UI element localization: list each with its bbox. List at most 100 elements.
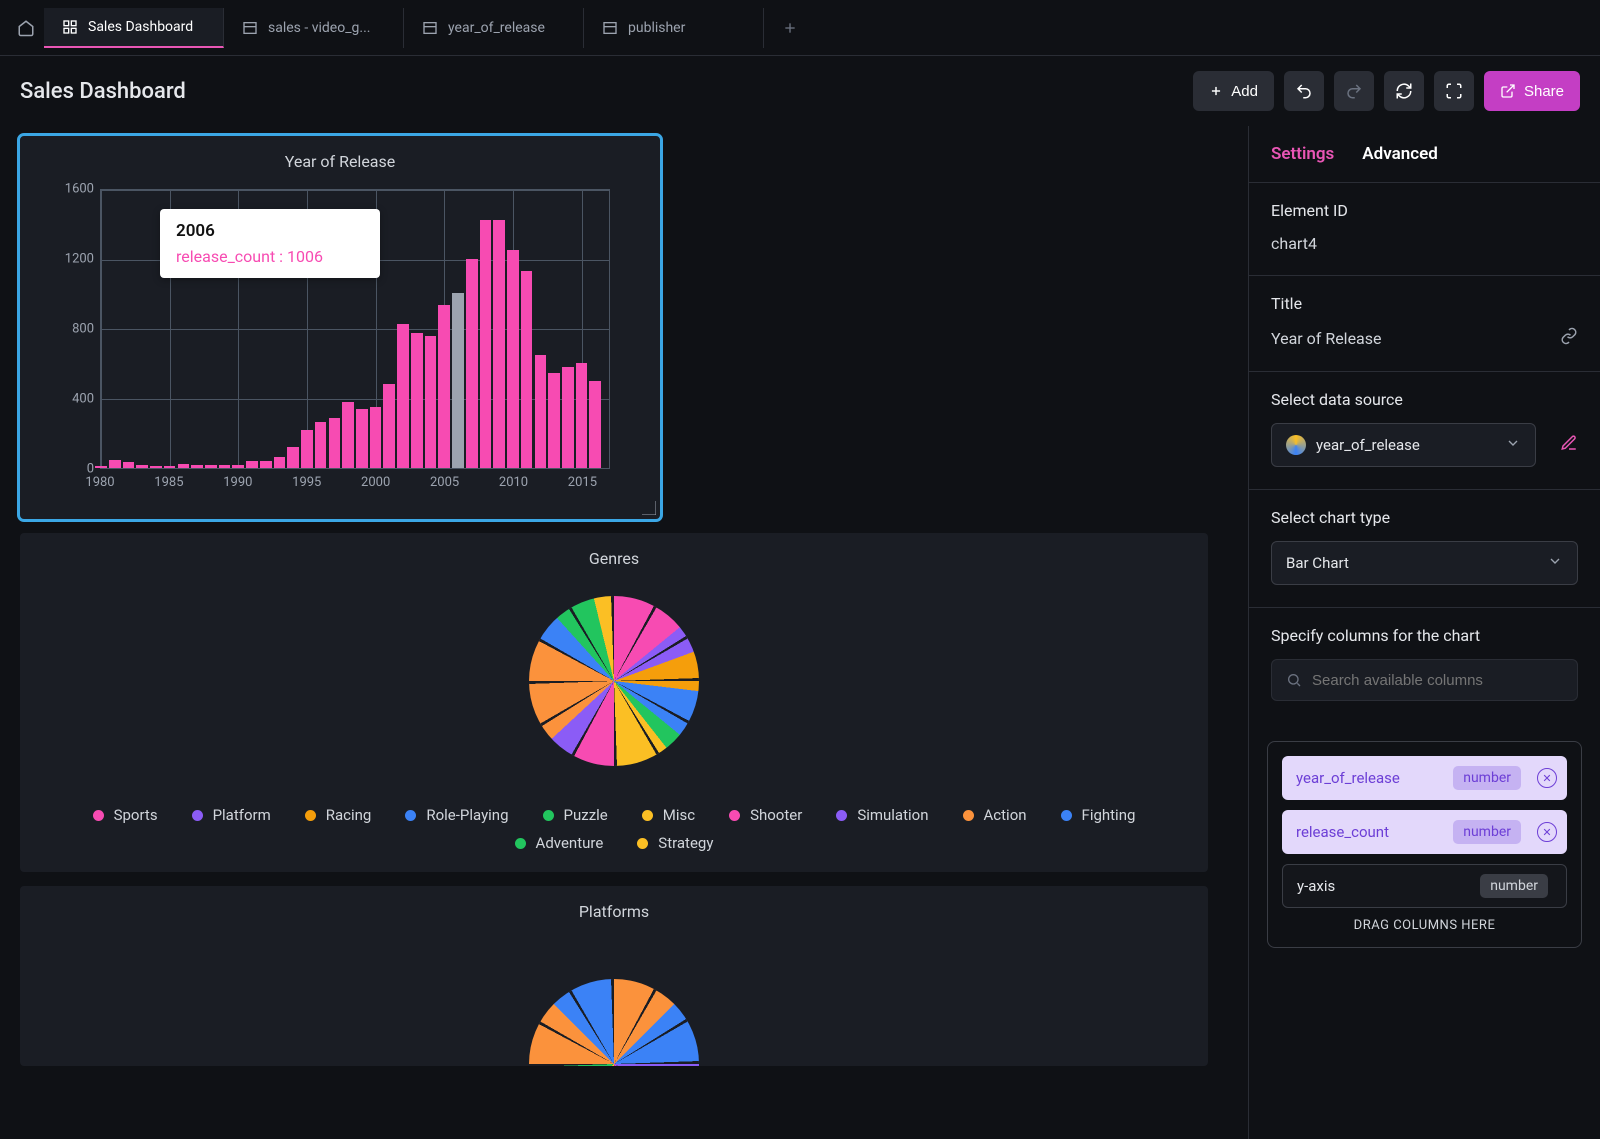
bar[interactable]: [232, 465, 244, 468]
legend-label: Fighting: [1082, 806, 1136, 824]
legend-item[interactable]: Strategy: [637, 834, 713, 852]
bar[interactable]: [411, 333, 423, 468]
bar[interactable]: [576, 363, 588, 468]
bar[interactable]: [383, 384, 395, 468]
column-search-input[interactable]: [1312, 672, 1563, 689]
bar[interactable]: [466, 259, 478, 468]
chevron-down-icon: [1547, 553, 1563, 573]
bar[interactable]: [301, 430, 313, 468]
bar[interactable]: [548, 373, 560, 468]
legend-item[interactable]: Role-Playing: [405, 806, 508, 824]
add-tab-button[interactable]: [772, 10, 808, 46]
legend-item[interactable]: Action: [963, 806, 1027, 824]
chart-card-genres[interactable]: Genres SportsPlatformRacingRole-PlayingP…: [20, 533, 1208, 872]
legend-color-dot: [637, 838, 648, 849]
bar[interactable]: [507, 250, 519, 468]
bar[interactable]: [535, 355, 547, 468]
bar[interactable]: [521, 271, 533, 468]
bar[interactable]: [397, 324, 409, 468]
fullscreen-button[interactable]: [1434, 71, 1474, 111]
legend-item[interactable]: Sports: [93, 806, 158, 824]
bar[interactable]: [342, 402, 354, 468]
bar[interactable]: [370, 407, 382, 468]
bar[interactable]: [274, 457, 286, 468]
legend-item[interactable]: Shooter: [729, 806, 802, 824]
bar[interactable]: [356, 409, 368, 468]
x-axis-label: 1995: [292, 475, 321, 490]
bar[interactable]: [191, 465, 203, 468]
y-axis-label: 800: [48, 322, 94, 337]
bar[interactable]: [205, 465, 217, 468]
bar[interactable]: [589, 381, 601, 468]
bar[interactable]: [480, 220, 492, 468]
bar[interactable]: [123, 462, 135, 468]
legend-item[interactable]: Puzzle: [543, 806, 608, 824]
legend-item[interactable]: Misc: [642, 806, 695, 824]
bar[interactable]: [246, 461, 258, 468]
edit-datasource-button[interactable]: [1560, 434, 1578, 456]
bar[interactable]: [315, 422, 327, 468]
data-source-select[interactable]: year_of_release: [1271, 423, 1536, 467]
gridline: [101, 399, 609, 400]
refresh-button[interactable]: [1384, 71, 1424, 111]
resize-handle[interactable]: [642, 501, 656, 515]
chart-type-select[interactable]: Bar Chart: [1271, 541, 1578, 585]
bar[interactable]: [452, 293, 464, 468]
columns-label: Specify columns for the chart: [1271, 626, 1578, 645]
tab-settings[interactable]: Settings: [1271, 144, 1334, 164]
undo-button[interactable]: [1284, 71, 1324, 111]
element-id-value: chart4: [1271, 234, 1578, 253]
bar[interactable]: [425, 336, 437, 468]
pie-chart: [529, 979, 699, 1066]
redo-button[interactable]: [1334, 71, 1374, 111]
legend-item[interactable]: Platform: [192, 806, 271, 824]
bar[interactable]: [178, 464, 190, 468]
bar[interactable]: [260, 461, 272, 468]
home-button[interactable]: [8, 10, 44, 46]
column-pill[interactable]: year_of_releasenumber✕: [1282, 756, 1567, 800]
bar[interactable]: [329, 418, 341, 468]
legend-label: Puzzle: [564, 806, 608, 824]
legend-item[interactable]: Fighting: [1061, 806, 1136, 824]
remove-pill-button[interactable]: ✕: [1537, 768, 1557, 788]
chart-card-year-of-release[interactable]: Year of Release 040080012001600198019851…: [20, 136, 660, 519]
add-button[interactable]: Add: [1193, 71, 1274, 111]
remove-pill-button[interactable]: ✕: [1537, 822, 1557, 842]
bar[interactable]: [150, 466, 162, 468]
bar[interactable]: [562, 367, 574, 468]
axis-slot[interactable]: y-axisnumber: [1282, 864, 1567, 908]
legend-item[interactable]: Racing: [305, 806, 372, 824]
legend-label: Platform: [213, 806, 271, 824]
tab-year-of-release[interactable]: year_of_release: [404, 8, 584, 48]
tooltip-row: release_count : 1006: [176, 247, 364, 266]
drag-hint: DRAG COLUMNS HERE: [1282, 918, 1567, 933]
bar[interactable]: [493, 220, 505, 468]
bar[interactable]: [219, 465, 231, 468]
column-pill[interactable]: release_countnumber✕: [1282, 810, 1567, 854]
link-icon[interactable]: [1560, 327, 1578, 349]
legend-item[interactable]: Adventure: [515, 834, 604, 852]
bar[interactable]: [287, 447, 299, 468]
bar[interactable]: [95, 466, 107, 468]
legend-item[interactable]: Simulation: [836, 806, 928, 824]
chart-card-platforms[interactable]: Platforms: [20, 886, 1208, 1066]
share-button[interactable]: Share: [1484, 71, 1580, 111]
tab-label: Sales Dashboard: [88, 19, 205, 35]
bar[interactable]: [109, 460, 121, 468]
tab-advanced[interactable]: Advanced: [1362, 144, 1438, 164]
tab-label: year_of_release: [448, 20, 565, 36]
tab-sales-dashboard[interactable]: Sales Dashboard: [44, 8, 224, 48]
legend-color-dot: [543, 810, 554, 821]
column-search[interactable]: [1271, 659, 1578, 701]
chart-title: Platforms: [20, 886, 1208, 929]
title-value[interactable]: Year of Release: [1271, 329, 1546, 348]
redo-icon: [1345, 82, 1363, 100]
bar[interactable]: [136, 465, 148, 468]
tab-sales-video-games[interactable]: sales - video_g...: [224, 8, 404, 48]
tab-publisher[interactable]: publisher: [584, 8, 764, 48]
bar[interactable]: [164, 466, 176, 468]
bar[interactable]: [438, 305, 450, 468]
pill-type: number: [1453, 766, 1521, 790]
search-icon: [1286, 672, 1302, 688]
column-pills-box[interactable]: year_of_releasenumber✕release_countnumbe…: [1267, 741, 1582, 948]
